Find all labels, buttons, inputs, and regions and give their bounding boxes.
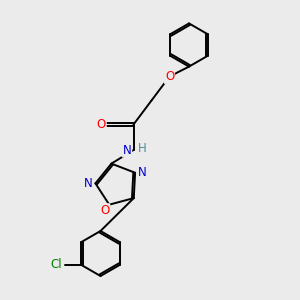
Text: Cl: Cl (50, 258, 62, 271)
Text: N: N (122, 143, 131, 157)
Text: N: N (138, 166, 147, 179)
Text: H: H (137, 142, 146, 155)
Text: O: O (165, 70, 174, 83)
Text: O: O (97, 118, 106, 131)
Text: O: O (100, 204, 110, 217)
Text: N: N (84, 177, 92, 190)
